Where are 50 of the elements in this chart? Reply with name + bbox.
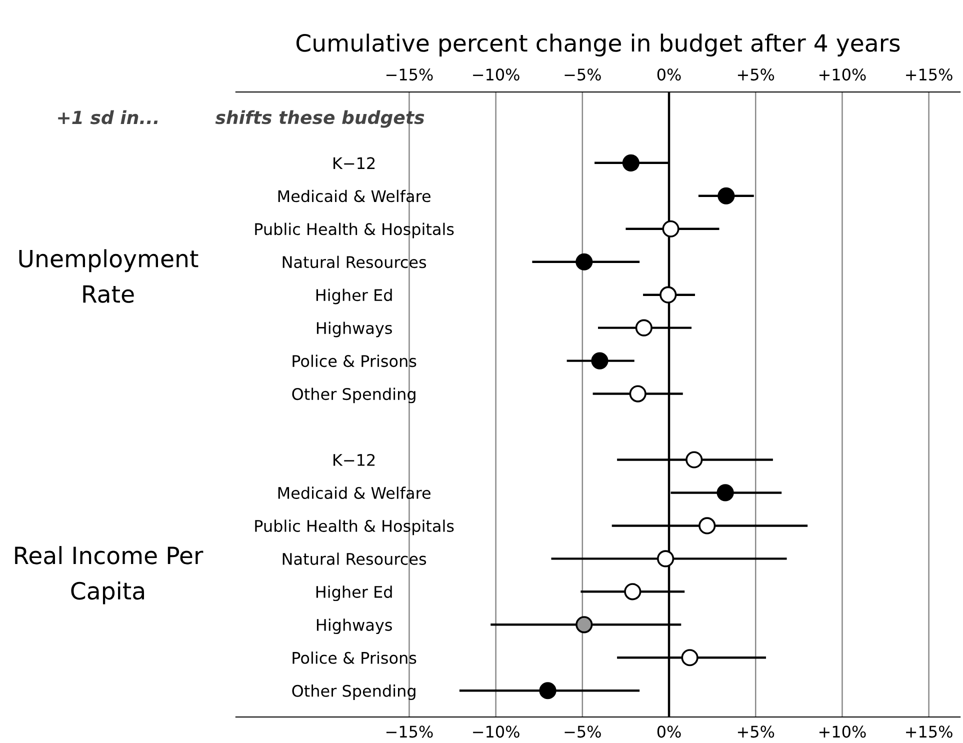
x2-tick-label: 0% — [657, 68, 681, 81]
point — [686, 451, 703, 468]
point — [716, 484, 734, 502]
text: Real Income Per Capita — [15, 546, 204, 604]
y-tick-label: K−12 — [334, 157, 375, 169]
y-tick-label: K−12 — [334, 454, 375, 466]
y-tick-label: Natural Resources — [282, 552, 426, 565]
point — [624, 583, 642, 600]
text: +1 sd in... — [58, 110, 158, 124]
text: Unemployment Rate — [19, 249, 198, 303]
y-tick-label: Police & Prisons — [292, 354, 416, 368]
point — [629, 385, 646, 402]
point — [622, 154, 640, 172]
point — [635, 319, 652, 336]
x-tick-label: +10% — [819, 726, 866, 738]
point — [718, 187, 735, 204]
x-tick-label: +5% — [738, 726, 774, 738]
point — [662, 220, 680, 238]
point — [681, 649, 698, 666]
point — [576, 253, 593, 270]
x-tick-label: +15% — [906, 726, 952, 738]
y-tick-label: Higher Ed — [316, 288, 392, 304]
x2-tick-label: +15% — [906, 68, 952, 81]
y-tick-label: Medicaid & Welfare — [278, 486, 430, 500]
x2-tick-label: −15% — [386, 68, 433, 81]
point — [657, 550, 674, 568]
y-tick-label: Highways — [316, 322, 392, 338]
point — [660, 286, 677, 304]
point — [591, 352, 608, 370]
y-tick-label: Higher Ed — [316, 586, 392, 602]
y-tick-label: Medicaid & Welfare — [278, 190, 430, 202]
x2-tick-label: +5% — [738, 68, 774, 81]
x2-tick-label: +10% — [819, 68, 866, 81]
x-tick-label: 0% — [657, 726, 681, 738]
x2-tick-label: −10% — [473, 68, 520, 81]
y-tick-label: Public Health & Hospitals — [255, 222, 454, 238]
y-tick-label: Police & Prisons — [292, 652, 416, 664]
y-tick-label: Highways — [316, 618, 392, 634]
x2-axis-title: Cumulative percent change in budget after 4 years — [296, 34, 900, 56]
x-tick-label: −10% — [473, 726, 520, 738]
x2-tick-label: −5% — [564, 68, 601, 81]
y-tick-label: Other Spending — [292, 684, 416, 700]
x-tick-label: −15% — [386, 726, 433, 738]
point — [576, 616, 593, 634]
x-tick-label: −5% — [564, 726, 601, 738]
point — [698, 517, 716, 534]
point — [539, 682, 556, 700]
y-tick-label: Other Spending — [292, 388, 416, 404]
y-tick-label: Natural Resources — [282, 256, 426, 268]
y-tick-label: Public Health & Hospitals — [255, 520, 454, 536]
